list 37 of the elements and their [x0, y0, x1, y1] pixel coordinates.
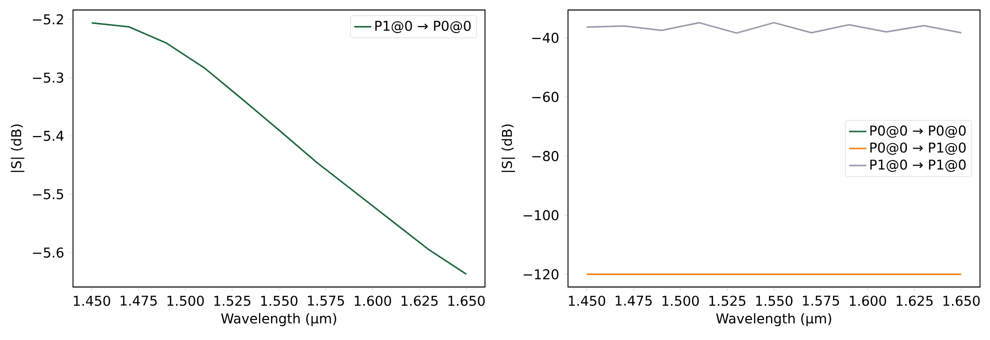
x-tick-label: 1.500 [662, 296, 699, 306]
y-tick-label: −5.2 [32, 14, 63, 24]
legend-label: P0@0 → P0@0 [870, 125, 966, 138]
y-tick-label: −100 [524, 210, 558, 220]
x-tick-label: 1.625 [402, 296, 438, 306]
x-axis-title: Wavelength (µm) [221, 313, 336, 326]
y-axis-title: |S| (dB) [502, 124, 516, 172]
x-tick-label: 1.550 [756, 296, 792, 306]
y-tick-label: −5.4 [32, 130, 64, 141]
y-tick-label: −60 [532, 92, 558, 102]
x-tick-label: 1.500 [168, 296, 204, 306]
legend-label: P1@0 → P0@0 [375, 20, 471, 34]
x-tick-label: 1.475 [616, 296, 652, 306]
x-tick-label: 1.450 [568, 296, 606, 306]
y-axis-title: |S| (dB) [10, 124, 24, 172]
y-tick-label: −40 [532, 32, 558, 43]
x-tick-label: 1.600 [354, 296, 392, 306]
x-tick-label: 1.575 [802, 296, 839, 306]
x-tick-label: 1.600 [850, 296, 886, 306]
y-tick-label: −120 [524, 269, 558, 280]
line-series [586, 22, 962, 34]
y-tick-label: −5.6 [32, 247, 64, 258]
x-tick-label: 1.450 [74, 296, 110, 306]
y-tick-label: −80 [532, 150, 558, 162]
x-tick-label: 1.650 [943, 296, 980, 306]
legend-label: P1@0 → P1@0 [870, 160, 966, 172]
x-tick-label: 1.575 [308, 296, 344, 306]
x-tick-label: 1.625 [896, 296, 933, 306]
x-tick-label: 1.475 [120, 296, 157, 306]
x-tick-label: 1.650 [448, 296, 485, 306]
y-tick-label: −5.3 [32, 72, 64, 83]
x-tick-label: 1.525 [214, 296, 250, 306]
y-tick-label: −5.5 [32, 189, 64, 200]
x-axis-title: Wavelength (µm) [716, 313, 832, 326]
x-tick-label: 1.550 [261, 296, 298, 306]
legend-label: P0@0 → P1@0 [870, 142, 966, 155]
x-tick-label: 1.525 [709, 296, 746, 306]
